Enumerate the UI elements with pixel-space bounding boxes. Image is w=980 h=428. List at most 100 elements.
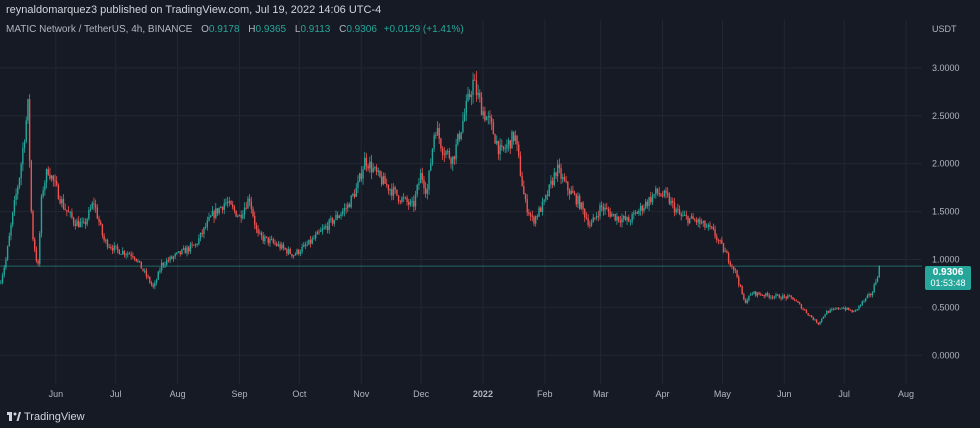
candle-body	[86, 218, 88, 225]
candle	[455, 138, 457, 164]
candle-body	[308, 239, 310, 245]
candle	[404, 196, 407, 200]
candle	[504, 144, 506, 153]
candle-body	[665, 190, 667, 193]
candle-body	[100, 222, 102, 225]
candle	[743, 292, 745, 301]
candle	[0, 280, 2, 285]
candle	[358, 172, 361, 183]
candle	[512, 131, 515, 145]
candle-body	[829, 309, 831, 313]
candle-body	[540, 207, 542, 212]
candle-body	[130, 254, 132, 256]
candle	[436, 120, 439, 136]
candle	[72, 216, 75, 227]
candle	[289, 247, 291, 255]
candle-body	[320, 230, 322, 232]
candle-body	[866, 295, 869, 299]
candle-body	[218, 207, 220, 214]
candle-body	[336, 214, 339, 218]
candle	[184, 245, 187, 254]
candle	[773, 295, 776, 300]
candle-body	[413, 201, 415, 207]
candle-body	[323, 227, 325, 229]
candle	[33, 237, 36, 253]
candle	[145, 268, 148, 280]
candle-body	[815, 319, 818, 323]
close-value: 0.9306	[346, 24, 377, 35]
candle-body	[210, 215, 212, 218]
candle-body	[778, 294, 781, 299]
candle-body	[609, 211, 611, 217]
price-chart[interactable]: 3.0000 2.5000 2.0000 1.5000 1.0000 0.5000 0.00…	[0, 20, 980, 404]
candle	[817, 322, 820, 326]
candle-body	[782, 295, 784, 299]
candle-body	[174, 253, 176, 257]
candle-body	[707, 224, 710, 227]
candle-body	[270, 239, 273, 240]
candle	[30, 159, 33, 214]
candle-body	[611, 214, 613, 217]
candle-body	[419, 172, 422, 184]
candle	[66, 209, 68, 217]
candle-body	[379, 170, 381, 177]
candle-body	[553, 172, 555, 185]
candle-body	[13, 199, 16, 213]
candle-body	[687, 216, 689, 224]
candle-body	[602, 207, 605, 211]
candle-body	[734, 270, 737, 271]
candle	[252, 206, 254, 218]
candle	[783, 294, 786, 299]
candle-body	[538, 207, 540, 217]
candle	[237, 214, 239, 218]
candle-body	[11, 212, 14, 225]
candle-body	[463, 114, 466, 121]
candle	[352, 192, 354, 198]
candle	[507, 137, 510, 152]
candle-body	[651, 195, 654, 203]
candle	[790, 295, 792, 300]
candle-body	[445, 151, 447, 156]
candle-body	[364, 157, 366, 170]
candle-body	[57, 184, 60, 200]
candle-body	[96, 207, 99, 219]
candle	[386, 178, 388, 188]
candle	[641, 204, 643, 216]
candle-body	[331, 218, 334, 224]
candle-body	[172, 256, 175, 259]
candle-body	[682, 215, 684, 217]
candle-body	[213, 211, 215, 218]
candle-body	[157, 271, 159, 280]
candle	[83, 217, 85, 224]
candle-body	[514, 135, 517, 141]
candle-body	[455, 144, 457, 160]
candle	[856, 309, 858, 312]
candle-body	[255, 224, 258, 230]
candle	[546, 190, 549, 201]
candle	[766, 291, 769, 297]
candle	[440, 137, 442, 152]
candle-body	[326, 226, 329, 231]
candle	[653, 194, 655, 199]
candle-body	[120, 254, 122, 255]
candle	[127, 251, 129, 258]
candle	[700, 218, 703, 225]
candle-body	[277, 244, 280, 246]
candle-body	[678, 209, 681, 215]
candle	[389, 188, 391, 196]
candle	[793, 298, 796, 302]
candle-body	[744, 299, 747, 303]
candle-body	[144, 270, 146, 272]
candle	[518, 141, 520, 159]
candle-body	[751, 293, 754, 295]
candle	[106, 238, 109, 250]
candle-body	[142, 268, 144, 271]
candle	[551, 177, 554, 188]
candle	[633, 210, 635, 220]
candle	[122, 247, 124, 255]
candle	[47, 166, 49, 176]
y-tick-label: 0.5000	[932, 302, 960, 312]
candle	[76, 218, 78, 227]
candle-body	[81, 221, 83, 223]
candle-body	[614, 213, 616, 221]
